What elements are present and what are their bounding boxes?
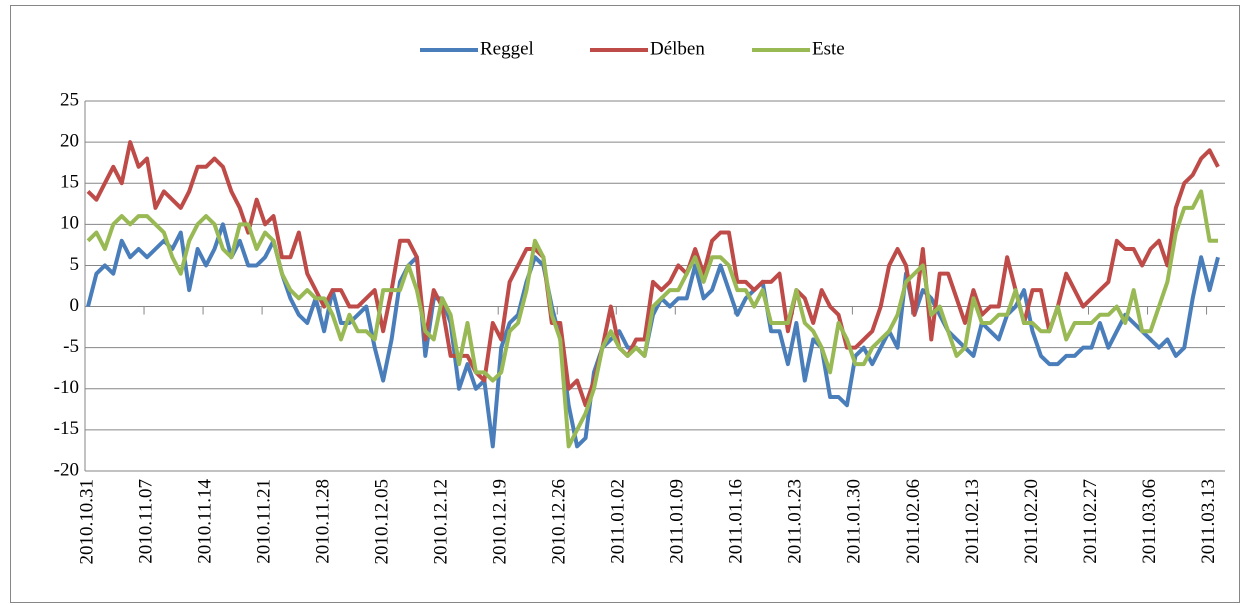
y-tick-label: 10 [60, 213, 79, 234]
x-tick-label: 2011.01.09 [667, 479, 688, 564]
x-tick-label: 2011.02.20 [1021, 479, 1042, 564]
series-line [86, 140, 1220, 408]
x-tick-label: 2011.03.13 [1198, 479, 1219, 564]
y-tick-label: -10 [54, 377, 79, 398]
x-tick-label: 2010.11.07 [135, 479, 156, 564]
legend-label: Reggel [480, 38, 534, 59]
x-tick-label: 2010.12.26 [549, 479, 570, 565]
x-tick-label: 2011.03.06 [1139, 479, 1160, 564]
x-tick-label: 2011.02.27 [1080, 479, 1101, 564]
y-tick-label: 20 [60, 130, 79, 151]
y-tick-label: 0 [70, 295, 80, 316]
x-tick-label: 2010.11.21 [253, 479, 274, 564]
x-tick-label: 2011.01.30 [844, 479, 865, 564]
x-tick-label: 2010.10.31 [76, 479, 97, 565]
y-tick-label: 25 [60, 89, 79, 110]
x-tick-label: 2011.01.16 [726, 479, 747, 564]
x-tick-label: 2010.12.12 [431, 479, 452, 565]
x-tick-label: 2010.11.28 [312, 479, 333, 564]
y-tick-label: -20 [54, 459, 79, 480]
x-tick-label: 2011.01.02 [608, 479, 629, 564]
y-tick-label: 5 [70, 254, 80, 275]
x-tick-label: 2010.11.14 [194, 479, 215, 564]
x-tick-label: 2010.12.05 [372, 479, 393, 565]
series-line [86, 189, 1218, 449]
x-tick-label: 2011.02.13 [962, 479, 983, 564]
chart-frame [10, 5, 1240, 603]
y-tick-label: -5 [63, 336, 79, 357]
legend-label: Délben [650, 38, 705, 59]
x-tick-label: 2010.12.19 [490, 479, 511, 565]
legend-label: Este [812, 38, 845, 59]
y-tick-label: -15 [54, 418, 79, 439]
x-tick-label: 2011.01.23 [785, 479, 806, 564]
y-tick-label: 15 [60, 172, 79, 193]
x-tick-label: 2011.02.06 [903, 479, 924, 564]
